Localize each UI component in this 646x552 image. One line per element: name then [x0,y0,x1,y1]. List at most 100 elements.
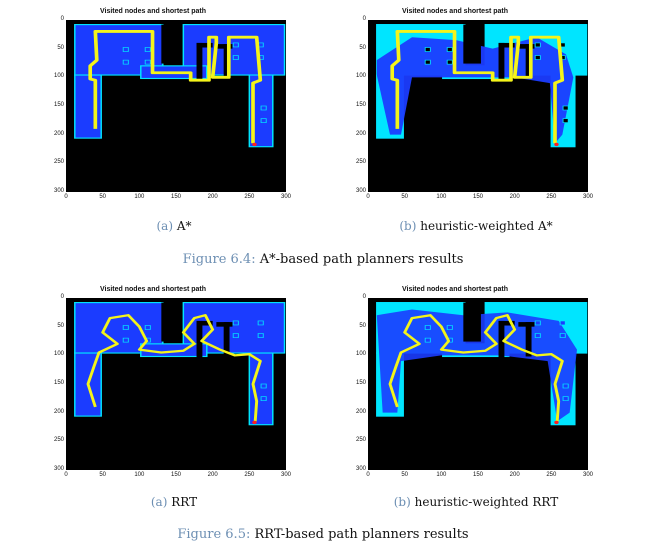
y-tick-label: 200 [355,408,366,415]
y-tick-label: 300 [355,466,366,472]
x-tick-label: 0 [64,194,68,200]
box-obstacle [562,118,569,123]
map-plot [66,20,286,192]
y-tick-label: 0 [362,294,366,300]
x-tick-label: 300 [280,472,291,478]
x-tick-label: 300 [582,194,593,200]
box-obstacle [559,333,566,338]
box-obstacle [534,55,541,60]
wall-obstacle [525,322,532,357]
box-obstacle [424,325,431,330]
shortest-path-line [88,30,263,144]
y-tick-label: 150 [53,102,64,108]
x-tick-label: 200 [207,194,218,200]
y-tick-label: 0 [60,16,64,22]
figure-text: RRT-based path planners results [254,527,469,542]
y-tick-label: 150 [53,380,64,386]
box-obstacle [446,59,453,65]
box-obstacle [122,325,129,330]
x-tick-label: 300 [280,194,291,200]
y-tick-label: 50 [57,322,64,329]
x-tick-label: 150 [170,194,181,200]
box-obstacle [122,59,129,65]
y-tick-label: 150 [355,380,366,386]
x-tick-label: 0 [366,472,370,478]
wall-obstacle [463,24,481,64]
y-tick-label: 50 [359,44,366,51]
box-obstacle [424,337,431,343]
map-svg [66,298,286,470]
figure-label: Figure 6.4: [182,252,256,267]
box-obstacle [260,105,267,111]
y-tick-label: 100 [53,351,64,358]
wall-obstacle [161,24,179,64]
box-obstacle [559,320,566,326]
x-tick-label: 150 [472,472,483,478]
wall-obstacle [525,44,532,79]
goal-marker [252,142,257,147]
box-obstacle [144,325,151,330]
y-tick-label: 200 [355,130,366,137]
goal-marker [554,142,559,147]
x-tick-label: 50 [401,472,408,478]
x-tick-label: 100 [134,194,145,200]
x-tick-label: 250 [244,194,255,200]
wall-obstacle [498,42,515,48]
map-svg [368,298,588,470]
x-tick-label: 250 [546,472,557,478]
box-obstacle [257,333,264,338]
shortest-path-line [390,30,565,144]
box-obstacle [424,47,431,52]
wall-obstacle [223,44,230,79]
box-obstacle [122,337,129,343]
subcaption-label: (b) [399,219,417,233]
y-tick-label: 250 [355,159,366,166]
box-obstacle [144,59,151,65]
box-obstacle [534,42,541,48]
y-tick-label: 250 [53,159,64,166]
goal-marker [554,420,559,425]
goal-marker [252,420,257,425]
wall-obstacle [196,42,203,84]
subcaption-text: heuristic-weighted A* [420,219,553,233]
box-obstacle [232,320,239,326]
subcaption-text: A* [176,219,192,233]
map-svg [368,20,588,192]
map-plot [368,298,588,470]
box-obstacle [562,105,569,111]
subcaption-a-rrt: (a) RRT [54,495,294,509]
box-obstacle [260,118,267,123]
x-tick-label: 200 [509,194,520,200]
x-tick-label: 150 [472,194,483,200]
box-obstacle [232,333,239,338]
x-tick-label: 0 [64,472,68,478]
y-tick-label: 200 [53,408,64,415]
wall-obstacle [498,320,505,362]
x-tick-label: 100 [134,472,145,478]
subcaption-label: (b) [393,495,411,509]
y-tick-label: 300 [53,188,64,194]
y-tick-label: 300 [355,188,366,194]
x-tick-label: 200 [207,472,218,478]
box-obstacle [232,42,239,48]
y-tick-label: 50 [359,322,366,329]
box-obstacle [424,59,431,65]
subcaption-text: heuristic-weighted RRT [414,495,559,509]
y-tick-label: 50 [57,44,64,51]
map-plot [66,298,286,470]
box-obstacle [562,383,569,389]
box-obstacle [260,396,267,401]
shortest-path-line [86,314,262,422]
plot-title: Visited nodes and shortest path [99,8,207,15]
box-obstacle [232,55,239,60]
box-obstacle [144,47,151,52]
y-tick-label: 250 [355,437,366,444]
x-tick-label: 100 [436,472,447,478]
subcaption-label: (a) [150,495,168,509]
box-obstacle [257,320,264,326]
y-tick-label: 0 [362,16,366,22]
wall-obstacle [196,42,213,48]
x-tick-label: 0 [366,194,370,200]
wall-obstacle [223,322,230,357]
y-tick-label: 300 [53,466,64,472]
